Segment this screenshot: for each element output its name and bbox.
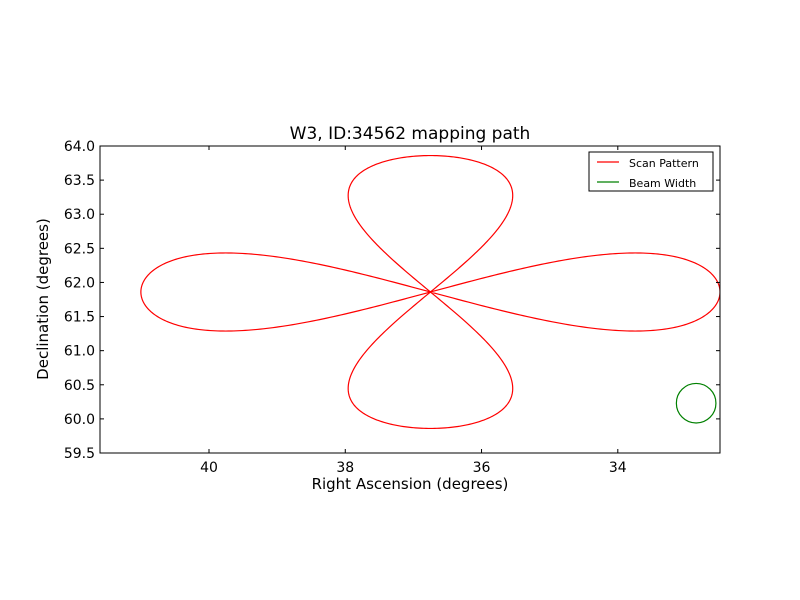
y-tick-label: 64.0 (64, 139, 95, 155)
x-axis-ticks: 40 38 36 34 (200, 146, 627, 476)
y-tick-label: 63.5 (64, 173, 95, 189)
y-axis-label: Declination (degrees) (34, 218, 52, 380)
legend-label-beam-width: Beam Width (629, 177, 696, 190)
x-tick-label: 36 (473, 460, 491, 476)
y-tick-label: 63.0 (64, 207, 95, 223)
x-tick-label: 38 (336, 460, 354, 476)
chart-title: W3, ID:34562 mapping path (290, 124, 531, 144)
x-axis-label: Right Ascension (degrees) (312, 475, 509, 493)
scan-pattern-lobe-east (140, 252, 431, 332)
y-tick-label: 62.5 (64, 241, 95, 257)
beam-width-circle (675, 382, 717, 424)
y-axis-ticks: 59.5 60.0 60.5 61.0 61.5 62.0 62.5 63.0 63.5 64.0 (64, 139, 720, 462)
legend: Scan Pattern Beam Width (588, 151, 714, 192)
axes-frame (99, 145, 721, 454)
x-tick-label: 34 (609, 460, 627, 476)
y-tick-label: 61.5 (64, 310, 95, 326)
scan-pattern-lobe-west (430, 252, 720, 332)
legend-label-scan-pattern: Scan Pattern (629, 157, 699, 170)
y-tick-label: 61.0 (64, 344, 95, 360)
plot-area (140, 154, 720, 430)
y-tick-label: 60.5 (64, 378, 95, 394)
y-tick-label: 62.0 (64, 275, 95, 291)
y-tick-label: 60.0 (64, 412, 95, 428)
legend-box (588, 151, 714, 192)
scan-pattern-lobe-north (347, 154, 514, 293)
scan-pattern-lobe-south (347, 291, 514, 430)
x-tick-label: 40 (200, 460, 218, 476)
y-tick-label: 59.5 (64, 446, 95, 462)
